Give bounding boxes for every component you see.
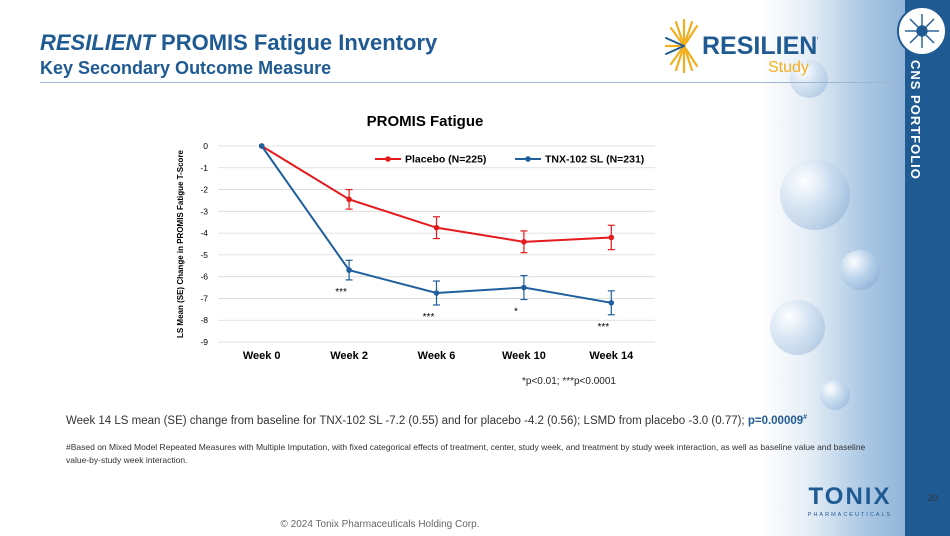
resilient-study-logo: RESILIENT Study bbox=[662, 14, 833, 78]
significance-marker: *** bbox=[423, 312, 435, 323]
legend-label: TNX-102 SL (N=231) bbox=[545, 154, 644, 166]
y-tick-label: -1 bbox=[200, 163, 208, 173]
y-tick-label: -8 bbox=[200, 315, 208, 325]
y-tick-label: -7 bbox=[200, 293, 208, 303]
chart-y-axis-label: LS Mean (SE) Change in PROMIS Fatigue T-… bbox=[176, 149, 185, 338]
logo-resilient-text: RESILIENT bbox=[702, 32, 818, 60]
page-title: RESILIENT PROMIS Fatigue Inventory bbox=[40, 30, 437, 56]
significance-marker: *** bbox=[597, 322, 609, 333]
tonix-logo: TONIX PHARMACEUTICALS bbox=[800, 480, 900, 520]
significance-note: *p<0.01; ***p<0.0001 bbox=[522, 376, 616, 387]
legend-marker bbox=[525, 156, 531, 162]
page-title-rest: PROMIS Fatigue Inventory bbox=[154, 30, 438, 55]
chart-svg: PROMIS Fatigue LS Mean (SE) Change in PR… bbox=[176, 113, 655, 362]
molecule-bubble bbox=[790, 60, 828, 98]
data-point bbox=[521, 239, 527, 245]
footnote: #Based on Mixed Model Repeated Measures … bbox=[66, 442, 866, 465]
side-bar bbox=[905, 0, 950, 536]
x-tick-label: Week 6 bbox=[418, 350, 456, 362]
data-point bbox=[346, 196, 352, 203]
copyright: © 2024 Tonix Pharmaceuticals Holding Cor… bbox=[280, 519, 480, 530]
summary-body: Week 14 LS mean (SE) change from baselin… bbox=[66, 414, 748, 427]
x-tick-label: Week 2 bbox=[330, 350, 368, 362]
title-divider bbox=[40, 82, 895, 83]
x-tick-label: Week 0 bbox=[243, 350, 281, 362]
y-tick-label: -3 bbox=[200, 206, 208, 216]
summary-footnote-mark: # bbox=[803, 414, 808, 421]
molecule-bubble bbox=[820, 380, 850, 410]
molecule-bubble bbox=[770, 300, 825, 355]
molecule-bubble bbox=[780, 160, 850, 230]
significance-marker: *** bbox=[335, 287, 347, 298]
molecule-bubble bbox=[840, 250, 880, 290]
y-tick-label: -5 bbox=[200, 250, 208, 260]
legend-label: Placebo (N=225) bbox=[405, 154, 486, 166]
cns-portfolio-text: CNS PORTFOLIO bbox=[908, 60, 923, 180]
y-tick-label: 0 bbox=[203, 141, 208, 151]
chart-title: PROMIS Fatigue bbox=[367, 113, 484, 130]
data-point bbox=[521, 284, 527, 291]
data-point bbox=[433, 224, 440, 231]
page-title-italic: RESILIENT bbox=[40, 30, 155, 55]
data-point bbox=[346, 267, 352, 273]
y-tick-label: -9 bbox=[200, 337, 208, 347]
logo-burst-icon bbox=[664, 18, 699, 74]
page-number: 20 bbox=[928, 493, 939, 503]
summary-pvalue: p=0.00009 bbox=[747, 414, 804, 427]
data-point bbox=[258, 143, 265, 149]
x-tick-label: Week 14 bbox=[589, 350, 634, 362]
y-tick-label: -6 bbox=[200, 272, 208, 282]
logo-study-text: Study bbox=[768, 59, 809, 76]
y-tick-label: -2 bbox=[200, 185, 208, 195]
data-point bbox=[608, 234, 615, 241]
promis-fatigue-chart: PROMIS Fatigue LS Mean (SE) Change in PR… bbox=[170, 100, 670, 400]
data-point bbox=[608, 300, 615, 306]
neuron-icon bbox=[897, 6, 947, 56]
tonix-logo-subtext: PHARMACEUTICALS bbox=[808, 512, 892, 518]
y-tick-label: -4 bbox=[200, 228, 208, 238]
data-point bbox=[433, 290, 440, 296]
tonix-logo-text: TONIX bbox=[809, 483, 892, 510]
cns-portfolio-label: CNS PORTFOLIO bbox=[908, 60, 948, 200]
page-subtitle: Key Secondary Outcome Measure bbox=[40, 58, 332, 78]
significance-marker: * bbox=[514, 307, 518, 318]
summary-text: Week 14 LS mean (SE) change from baselin… bbox=[66, 414, 807, 427]
legend-marker bbox=[385, 156, 391, 162]
x-tick-label: Week 10 bbox=[502, 350, 546, 362]
